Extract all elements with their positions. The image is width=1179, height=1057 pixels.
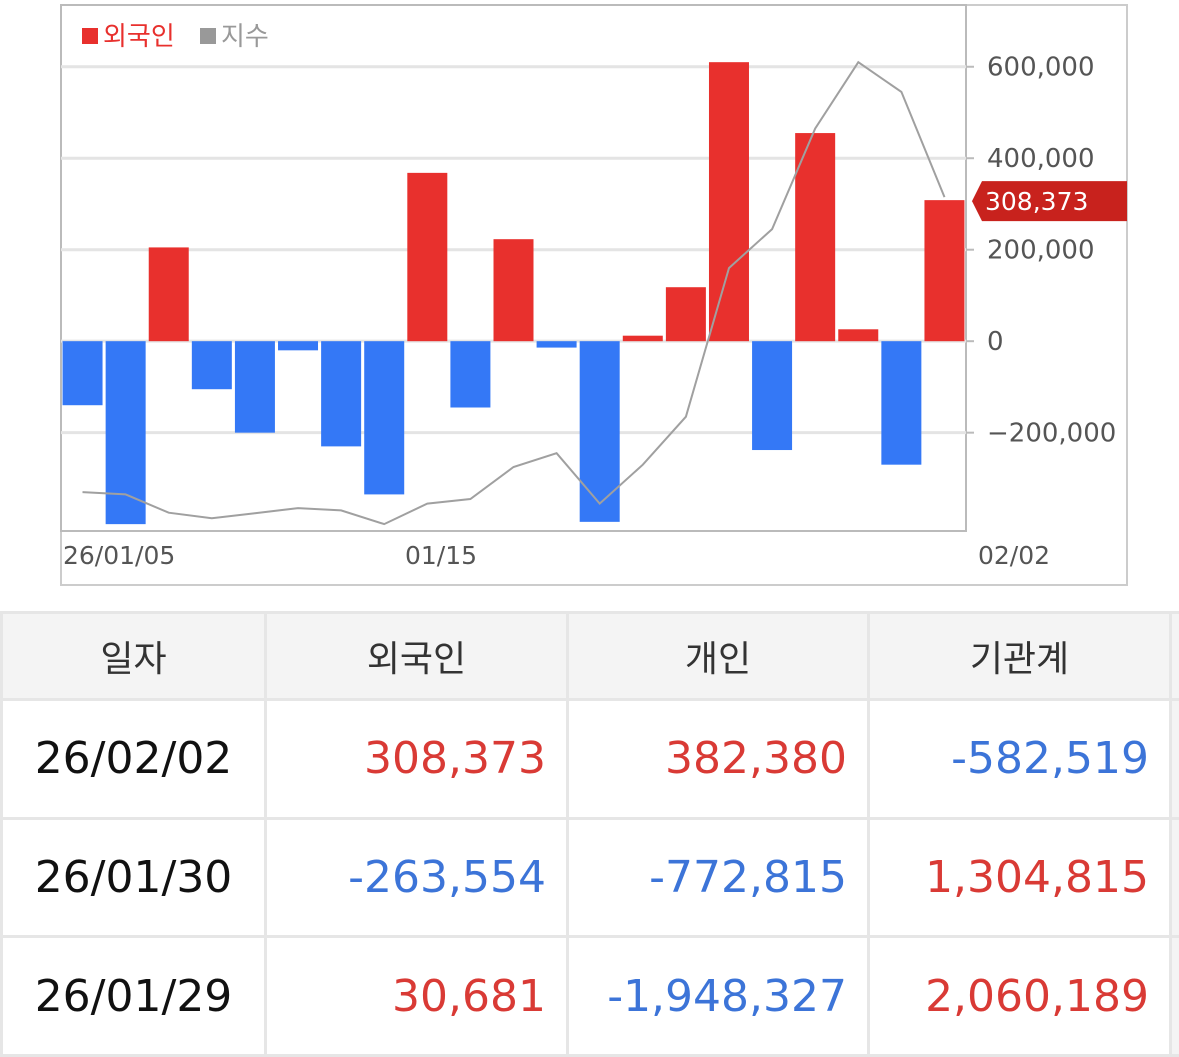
current-value-marker: 308,373 — [972, 181, 1127, 222]
bar — [148, 247, 189, 342]
bar — [838, 329, 879, 342]
row-edge — [1169, 935, 1179, 1057]
x-tick-label: 02/02 — [978, 541, 1050, 570]
row-institution: 1,304,815 — [867, 816, 1172, 939]
x-axis-ticks: 26/01/05 01/15 02/02 — [63, 541, 1050, 570]
header-foreign: 외국인 — [264, 611, 569, 701]
bar — [105, 341, 146, 525]
x-tick-label: 01/15 — [405, 541, 477, 570]
row-date: 26/01/29 — [0, 935, 267, 1057]
bar — [321, 341, 362, 447]
bar — [924, 200, 965, 342]
bar — [579, 341, 620, 522]
y-tick-label: 600,000 — [987, 53, 1095, 83]
bar — [493, 239, 534, 342]
current-value-label: 308,373 — [985, 187, 1088, 216]
table-row: 26/01/30 -263,554 -772,815 1,304,815 — [0, 816, 1179, 939]
row-institution: -582,519 — [867, 698, 1172, 820]
bar — [191, 341, 232, 390]
bar-series — [62, 62, 965, 525]
bar — [752, 341, 793, 451]
y-axis-ticks: 600,000 400,000 200,000 0 −200,000 — [966, 53, 1116, 449]
bar — [622, 335, 663, 342]
bar — [407, 172, 448, 342]
table-row: 26/01/29 30,681 -1,948,327 2,060,189 — [0, 935, 1179, 1057]
row-individual: -1,948,327 — [566, 935, 870, 1057]
bar — [881, 341, 922, 465]
table-header-row: 일자 외국인 개인 기관계 — [0, 611, 1179, 701]
header-institution: 기관계 — [867, 611, 1172, 701]
bar — [795, 133, 836, 342]
y-tick-label: 400,000 — [987, 144, 1095, 174]
header-edge — [1169, 611, 1179, 701]
plot-area-frame — [60, 4, 967, 532]
bar — [364, 341, 405, 495]
table-row: 26/02/02 308,373 382,380 -582,519 — [0, 698, 1179, 820]
legend: 외국인 지수 — [82, 22, 269, 52]
bar — [234, 341, 275, 433]
legend-foreign-label: 외국인 — [103, 22, 175, 52]
legend-index-swatch — [200, 28, 216, 44]
row-foreign: -263,554 — [264, 816, 569, 939]
index-line-series — [82, 60, 946, 526]
investor-table: 일자 외국인 개인 기관계 26/02/02 308,373 382,380 -… — [0, 611, 1179, 1057]
bar — [278, 341, 319, 351]
row-edge — [1169, 816, 1179, 939]
y-tick-label: 200,000 — [987, 236, 1095, 266]
chart-svg: 600,000 400,000 200,000 0 −200,000 26/01/05 0… — [60, 4, 1128, 586]
row-edge — [1169, 698, 1179, 820]
legend-index-label: 지수 — [221, 22, 269, 52]
row-individual: -772,815 — [566, 816, 870, 939]
row-foreign: 308,373 — [264, 698, 569, 820]
bar — [665, 287, 706, 342]
y-tick-label: −200,000 — [987, 419, 1116, 449]
bar — [536, 341, 577, 348]
x-tick-label: 26/01/05 — [63, 541, 175, 570]
bar — [62, 341, 103, 406]
investor-chart: 600,000 400,000 200,000 0 −200,000 26/01/05 0… — [60, 4, 1128, 586]
y-tick-label: 0 — [987, 327, 1004, 357]
row-foreign: 30,681 — [264, 935, 569, 1057]
header-date: 일자 — [0, 611, 267, 701]
header-individual: 개인 — [566, 611, 870, 701]
current-value-flag — [972, 181, 1127, 222]
row-date: 26/01/30 — [0, 816, 267, 939]
row-institution: 2,060,189 — [867, 935, 1172, 1057]
index-line — [82, 60, 946, 526]
legend-foreign-swatch — [82, 28, 98, 44]
bar — [708, 62, 749, 342]
row-date: 26/02/02 — [0, 698, 267, 820]
row-individual: 382,380 — [566, 698, 870, 820]
bar — [450, 341, 491, 408]
